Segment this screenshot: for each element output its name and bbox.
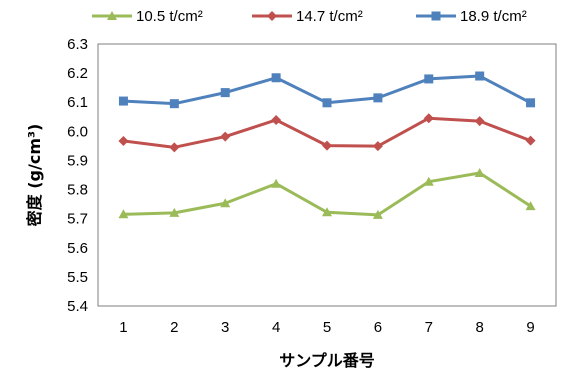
data-point <box>322 207 332 217</box>
data-point <box>169 142 180 153</box>
data-point <box>372 209 383 219</box>
plot-area-frame <box>97 43 557 307</box>
y-tick-label: 6.0 <box>67 123 88 140</box>
y-tick-label: 5.4 <box>67 298 88 315</box>
y-tick-label: 6.1 <box>67 94 88 111</box>
legend-label: 18.9 t/cm² <box>460 8 527 25</box>
data-point <box>271 114 282 125</box>
legend: 10.5 t/cm² 14.7 t/cm² 18.9 t/cm² <box>92 8 527 25</box>
series-triangle <box>118 167 536 219</box>
data-point <box>118 135 129 146</box>
y-tick-label: 5.6 <box>67 240 88 257</box>
y-tick-label: 5.7 <box>67 211 88 228</box>
data-point <box>525 135 536 146</box>
y-tick-label: 6.3 <box>67 36 88 53</box>
x-tick-label: 4 <box>272 319 280 336</box>
x-tick-label: 3 <box>221 319 229 336</box>
data-point <box>475 71 485 81</box>
data-point <box>271 178 282 188</box>
x-tick-label: 7 <box>425 319 433 336</box>
x-tick-label: 2 <box>170 319 178 336</box>
y-tick-label: 5.8 <box>67 182 88 199</box>
data-point <box>220 198 231 208</box>
data-point <box>322 140 332 151</box>
y-tick-label: 6.2 <box>67 65 88 82</box>
data-point <box>423 113 434 124</box>
legend-label: 14.7 t/cm² <box>296 8 363 25</box>
data-point <box>169 207 180 217</box>
legend-item: 10.5 t/cm² <box>92 8 203 25</box>
x-tick-label: 6 <box>374 319 382 336</box>
legend-item: 18.9 t/cm² <box>416 8 527 25</box>
x-tick-label: 1 <box>119 319 127 336</box>
data-point <box>271 73 281 83</box>
series-diamond <box>118 113 536 153</box>
data-point <box>525 201 536 211</box>
y-axis-tick-labels: 5.4 5.5 5.6 5.7 5.8 5.9 6.0 6.1 6.2 6.3 <box>67 36 88 315</box>
data-point <box>373 93 383 103</box>
series-layer <box>118 71 536 219</box>
x-axis-tick-labels: 1 2 3 4 5 6 7 8 9 <box>119 319 534 336</box>
series-square <box>118 71 536 109</box>
data-point <box>169 99 179 109</box>
data-point <box>424 74 434 84</box>
data-point <box>474 167 485 177</box>
legend-marker <box>107 11 117 20</box>
y-tick-label: 5.5 <box>67 269 88 286</box>
data-point <box>118 96 128 106</box>
data-point <box>220 131 231 142</box>
data-point <box>118 209 129 219</box>
legend-marker <box>267 11 277 21</box>
x-tick-label: 8 <box>475 319 483 336</box>
x-tick-label: 5 <box>323 319 331 336</box>
x-axis-title: サンプル番号 <box>279 351 375 370</box>
x-tick-label: 9 <box>526 319 534 336</box>
data-point <box>423 176 434 186</box>
y-tick-label: 5.9 <box>67 152 88 169</box>
data-point <box>220 88 230 98</box>
data-point <box>372 141 383 152</box>
data-point <box>322 98 332 108</box>
data-point <box>474 116 485 127</box>
legend-label: 10.5 t/cm² <box>136 8 203 25</box>
legend-item: 14.7 t/cm² <box>252 8 363 25</box>
data-point <box>526 98 536 108</box>
legend-marker <box>431 11 441 21</box>
y-axis-title: 密度 (g/cm³) <box>25 124 44 228</box>
